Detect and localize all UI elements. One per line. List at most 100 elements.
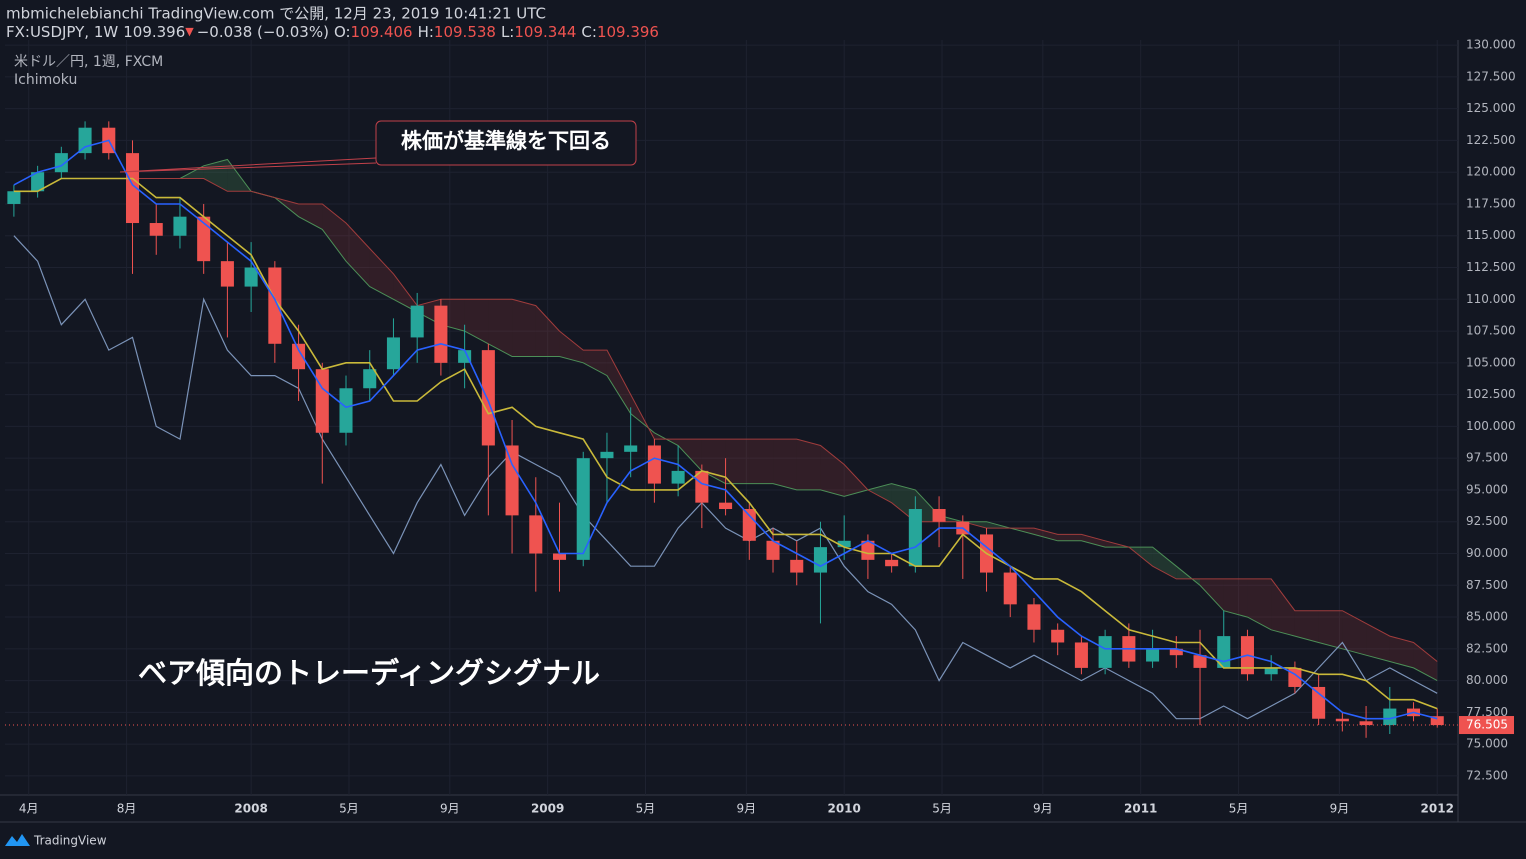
y-tick-label: 120.000 [1466, 165, 1516, 179]
published-info: mbmichelebianchi TradingView.com で公開, 12… [6, 5, 546, 23]
tradingview-logo: TradingView [5, 834, 107, 848]
callout-text: 株価が基準線を下回る [401, 129, 611, 153]
candle-body [173, 216, 187, 236]
candle-body [1193, 655, 1207, 668]
x-tick-label: 9月 [440, 802, 460, 816]
y-tick-label: 95.000 [1466, 482, 1508, 496]
cloud-segment [725, 439, 750, 484]
candle-body [1312, 686, 1326, 719]
y-tick-label: 97.500 [1466, 451, 1508, 465]
candle-body [1051, 629, 1065, 643]
indicator-label: Ichimoku [14, 72, 77, 88]
candle-body [1169, 648, 1183, 656]
last-price-box [1459, 716, 1514, 735]
candle-body [1027, 604, 1041, 630]
candle-body [529, 515, 543, 554]
candle-body [481, 350, 495, 446]
y-tick-label: 75.000 [1466, 737, 1508, 751]
cloud-segment [535, 305, 560, 357]
x-tick-label: 5月 [636, 802, 656, 816]
y-tick-label: 87.500 [1466, 578, 1508, 592]
cloud-segment [867, 483, 892, 503]
cloud-segment [1057, 534, 1082, 541]
cloud-segment [1294, 610, 1319, 643]
candle-body [695, 470, 709, 503]
tenkan-line [13, 139, 1438, 720]
ohlc-value: 109.406 [351, 23, 413, 41]
y-tick-label: 127.500 [1466, 69, 1516, 83]
y-tick-label: 72.500 [1466, 768, 1508, 782]
candle-body [624, 445, 638, 452]
x-tick-label: 4月 [19, 802, 39, 816]
y-tick-label: 122.500 [1466, 133, 1516, 147]
cloud-segment [844, 464, 868, 497]
ohlc-value: 109.538 [434, 23, 496, 41]
candle-body [434, 305, 448, 363]
signal-text: ベア傾向のトレーディングシグナル [138, 656, 600, 690]
candle-body [315, 369, 329, 433]
x-tick-label: 2011 [1124, 802, 1157, 816]
candle-body [149, 223, 163, 236]
ohlc-label: O: [334, 23, 351, 41]
down-arrow: ▼ [185, 25, 194, 38]
candle-body [1146, 648, 1160, 662]
cloud-segment [1342, 610, 1367, 656]
candle-body [1430, 716, 1444, 726]
y-tick-label: 110.000 [1466, 292, 1516, 306]
y-tick-label: 82.500 [1466, 641, 1508, 655]
candle-body [1098, 636, 1112, 668]
candle-body [410, 305, 424, 338]
y-tick-label: 102.500 [1466, 387, 1516, 401]
symbol: FX:USDJPY, 1W [6, 23, 118, 41]
candle-body [458, 350, 472, 363]
last-price-label: 76.505 [1466, 718, 1508, 732]
span-b-line [132, 178, 1438, 662]
symbol-line: FX:USDJPY, 1W 109.396▼ −0.038 (−0.03%) O:10… [6, 23, 659, 41]
span-a-line [132, 158, 1438, 682]
x-tick-label: 2008 [234, 802, 267, 816]
callout-box [375, 120, 637, 166]
callout-pointer [119, 157, 377, 173]
candle-body [197, 216, 211, 262]
x-tick-label: 8月 [117, 802, 137, 816]
x-tick-label: 5月 [339, 802, 359, 816]
cloud-segment [1152, 547, 1177, 579]
candle-body [861, 540, 875, 560]
kijun-line [13, 177, 1438, 710]
candle-body [742, 509, 756, 541]
candle-body [766, 540, 780, 560]
x-tick-label: 9月 [1033, 802, 1053, 816]
logo-icon [5, 834, 30, 846]
candle-body [31, 172, 45, 192]
candle-body [1074, 642, 1088, 668]
x-tick-label: 2010 [827, 802, 860, 816]
candle-body [386, 337, 400, 370]
cloud-segment [488, 299, 513, 357]
cloud-segment [369, 248, 394, 300]
candle-body [552, 553, 567, 560]
y-tick-label: 100.000 [1466, 419, 1516, 433]
candle-body [719, 502, 733, 510]
x-tick-label: 9月 [1330, 802, 1350, 816]
cloud-segment [1223, 578, 1248, 618]
candle-body [576, 458, 590, 560]
candle-body [339, 388, 353, 433]
cloud-segment [298, 203, 323, 230]
candle-body [78, 127, 92, 154]
y-tick-label: 85.000 [1466, 610, 1508, 624]
cloud-segment [1318, 610, 1343, 649]
candle-body [244, 267, 258, 287]
y-tick-label: 130.000 [1466, 38, 1516, 52]
ohlc-value: 109.344 [514, 23, 576, 41]
cloud-segment [1081, 534, 1106, 548]
candle-body [220, 261, 234, 287]
x-tick-label: 9月 [737, 802, 757, 816]
cloud-segment [1247, 578, 1272, 630]
cloud-segment [749, 439, 774, 484]
y-tick-label: 105.000 [1466, 355, 1516, 369]
cloud-segment [512, 299, 536, 357]
candle-body [908, 509, 922, 567]
candle-body [268, 267, 282, 344]
cloud-segment [583, 350, 607, 376]
y-tick-label: 92.500 [1466, 514, 1508, 528]
